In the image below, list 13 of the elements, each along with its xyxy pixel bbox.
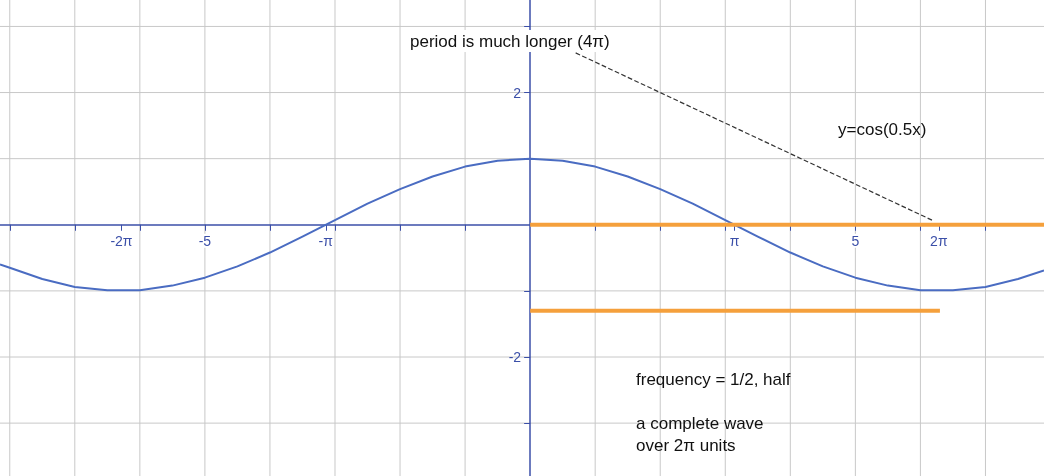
annotation: a complete wave over 2π units <box>636 413 764 455</box>
y-tick-label: 2 <box>513 84 522 101</box>
line-series <box>0 157 1044 292</box>
x-tick-label: π <box>729 232 740 249</box>
x-tick-label: -π <box>318 232 334 249</box>
annotation: period is much longer (4π) <box>410 31 610 51</box>
x-tick-label: -2π <box>110 232 133 249</box>
x-tick-label: 2π <box>930 232 948 249</box>
x-tick-label: -5 <box>198 232 212 249</box>
annotation: frequency = 1/2, half <box>636 369 791 389</box>
y-tick-label: -2 <box>508 349 522 365</box>
x-tick-label: 5 <box>851 232 860 249</box>
annotation: y=cos(0.5x) <box>838 119 927 139</box>
